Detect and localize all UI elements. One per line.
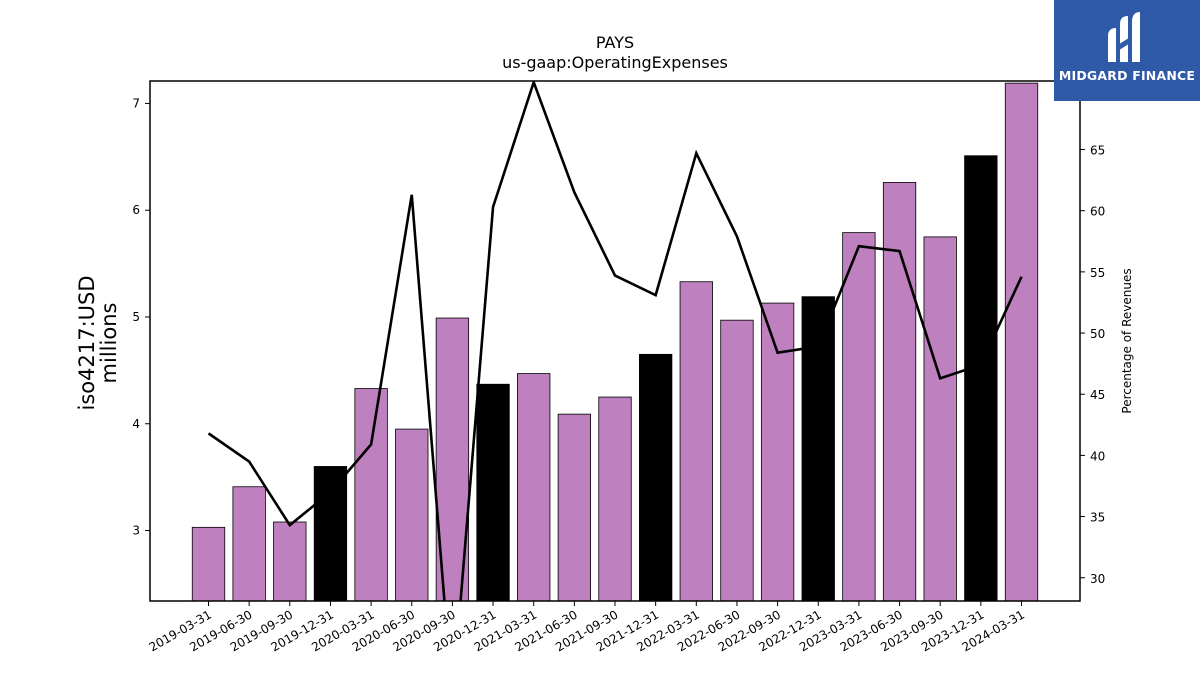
logo-mark-icon xyxy=(1108,12,1140,62)
percentage-line xyxy=(207,81,1023,601)
y-axis-label-left-line2: millions xyxy=(97,303,121,384)
left-tick-label: 7 xyxy=(132,96,140,110)
right-tick-label: 55 xyxy=(1090,266,1105,280)
y-axis-label-left-line1: iso4217:USD xyxy=(75,275,99,410)
right-tick-label: 35 xyxy=(1090,511,1105,525)
left-tick-label: 4 xyxy=(132,417,140,431)
bar-2021-03-31 xyxy=(517,373,551,602)
chart-subtitle: us-gaap:OperatingExpenses xyxy=(502,53,728,72)
bar-2019-12-31 xyxy=(313,466,348,602)
bar-2020-03-31 xyxy=(354,388,388,602)
logo: MIDGARD FINANCE xyxy=(1054,0,1200,101)
bar-2019-09-30 xyxy=(273,521,307,602)
bar-2021-12-31 xyxy=(639,353,673,602)
bar-2022-06-30 xyxy=(720,319,754,602)
right-tick-label: 40 xyxy=(1090,449,1105,463)
bar-2023-09-30 xyxy=(923,236,957,602)
left-axis: 3 4 5 6 7 xyxy=(132,96,150,538)
bar-2020-12-31 xyxy=(476,383,510,602)
bar-2024-03-31 xyxy=(1004,82,1039,602)
bar-2020-06-30 xyxy=(395,428,429,602)
right-tick-label: 65 xyxy=(1090,144,1105,158)
bar-2022-12-31 xyxy=(801,296,835,602)
bar-2021-06-30 xyxy=(557,413,591,602)
bar-2023-12-31 xyxy=(964,155,998,602)
logo-text: MIDGARD FINANCE xyxy=(1058,68,1196,83)
bar-2021-09-30 xyxy=(598,396,632,602)
bar-series xyxy=(191,82,1039,602)
right-tick-label: 45 xyxy=(1090,388,1105,402)
right-tick-label: 30 xyxy=(1090,572,1105,586)
bar-2022-09-30 xyxy=(760,302,795,602)
left-tick-label: 6 xyxy=(132,203,140,217)
bar-2019-06-30 xyxy=(232,486,266,602)
bar-2023-03-31 xyxy=(842,232,876,602)
left-tick-label: 5 xyxy=(132,310,140,324)
right-tick-label: 50 xyxy=(1090,327,1105,341)
left-tick-label: 3 xyxy=(132,524,140,538)
x-axis: 2019-03-312019-06-302019-09-302019-12-31… xyxy=(147,601,1027,654)
chart-title: PAYS xyxy=(596,33,634,52)
line-series xyxy=(207,81,1023,601)
bar-2023-06-30 xyxy=(882,182,917,602)
bar-2019-03-31 xyxy=(191,526,226,602)
y-axis-label-right: Percentage of Revenues xyxy=(1120,268,1134,413)
right-tick-label: 60 xyxy=(1090,205,1105,219)
bar-2022-03-31 xyxy=(679,281,713,602)
right-axis: 30 35 40 45 50 55 60 65 xyxy=(1080,144,1105,586)
